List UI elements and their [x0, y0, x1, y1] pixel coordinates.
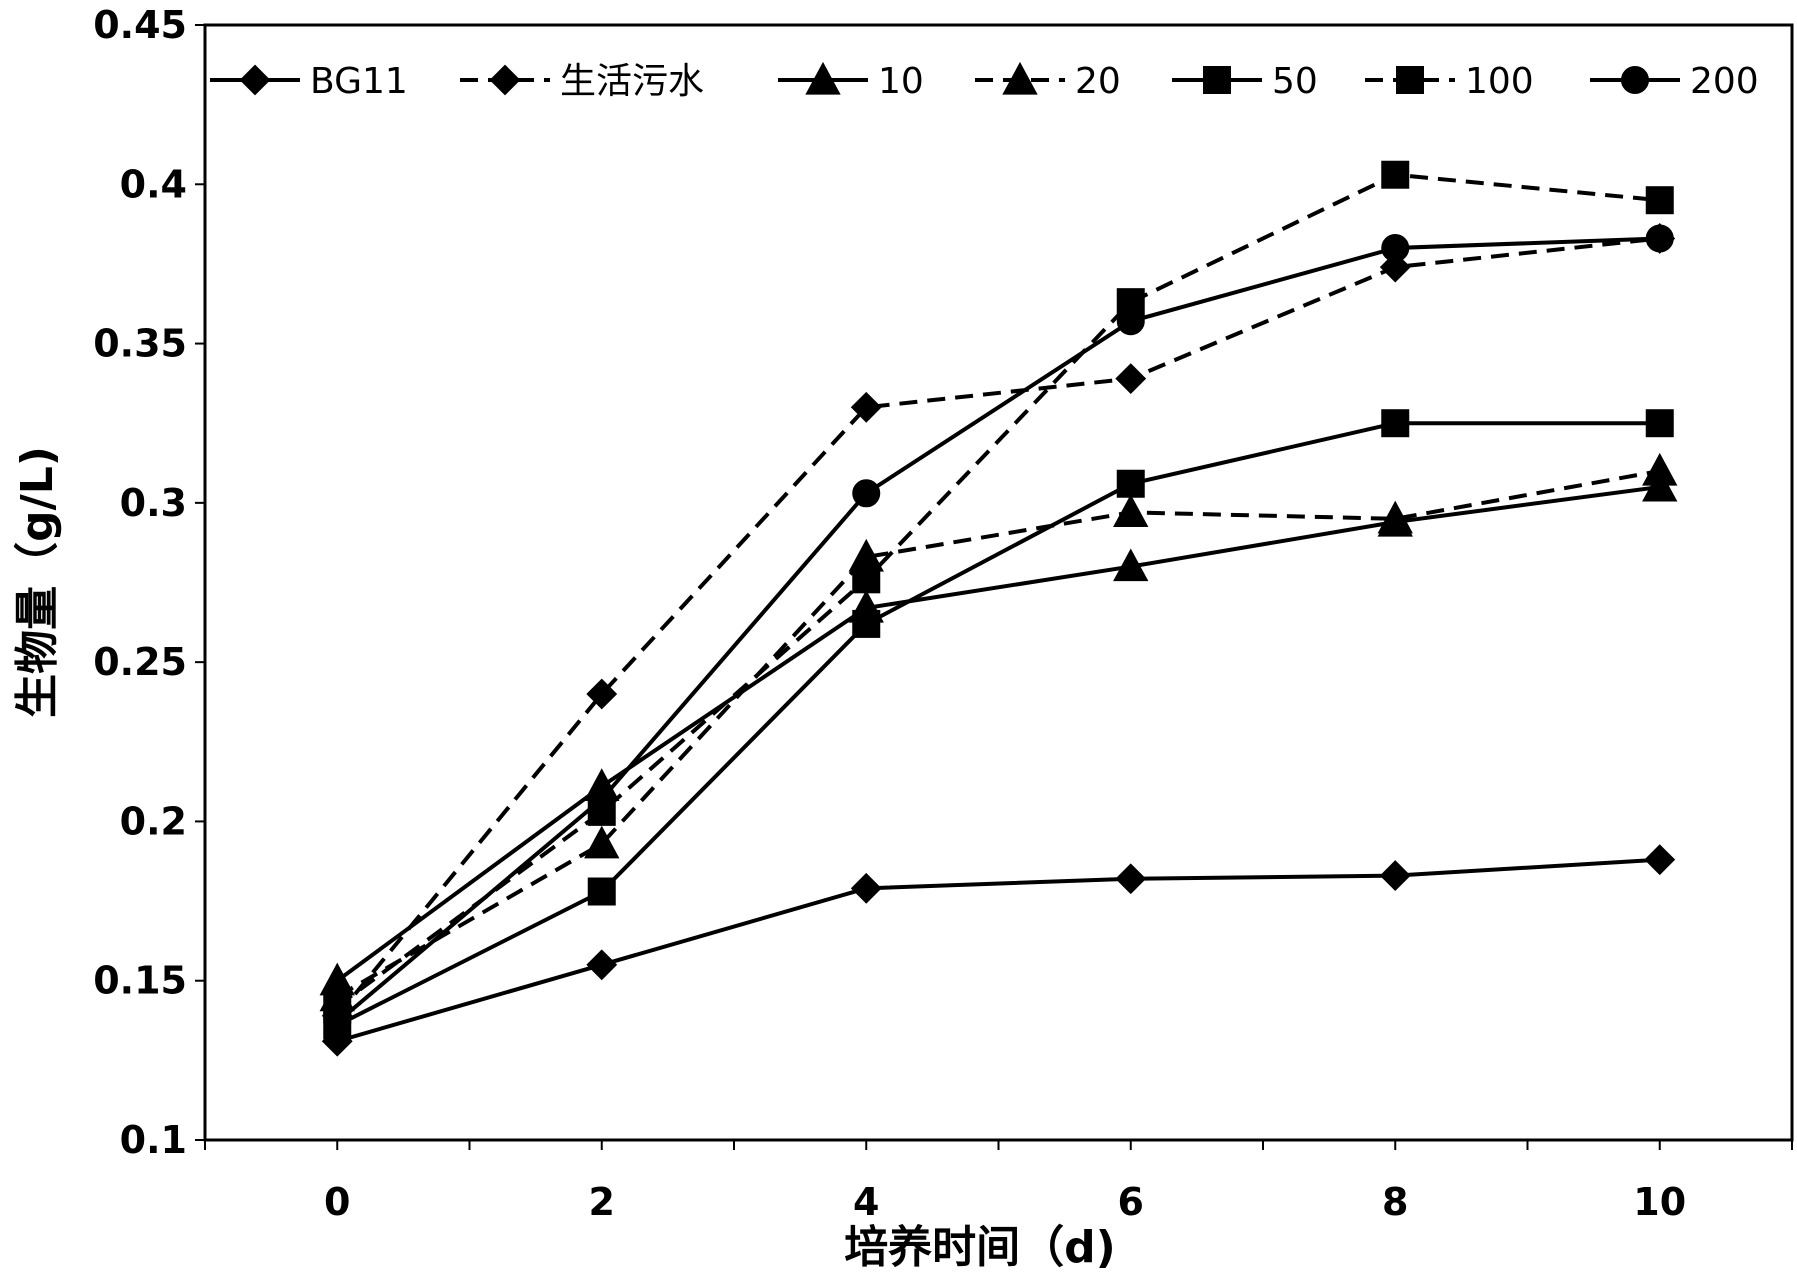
data-point [1644, 844, 1676, 876]
data-point [586, 949, 618, 981]
data-point [1642, 468, 1678, 502]
data-point [1645, 224, 1674, 253]
y-axis: 0.1 0.15 0.2 0.25 0.3 0.35 0.4 0.45 [93, 3, 205, 1162]
legend-marker [1621, 66, 1649, 94]
y-tick-label: 0.15 [93, 959, 187, 1003]
y-tick-label: 0.45 [93, 3, 187, 47]
x-tick-label: 0 [324, 1180, 350, 1224]
x-axis-title: 培养时间（d) [844, 1222, 1116, 1273]
data-point [1116, 469, 1145, 498]
legend-item: 50 [1172, 61, 1318, 102]
data-point [850, 872, 882, 904]
legend-label: 生活污水 [560, 61, 704, 102]
plot-area [203, 23, 1794, 1142]
y-tick-label: 0.2 [120, 799, 187, 843]
data-point [1645, 409, 1674, 438]
legend-marker [805, 61, 841, 95]
legend-label: 10 [878, 61, 924, 102]
data-point [1113, 548, 1149, 582]
legend-item: 100 [1365, 61, 1534, 102]
y-tick-label: 0.3 [120, 481, 187, 525]
legend-label: 200 [1690, 61, 1759, 102]
series-6 [323, 224, 1674, 1037]
x-axis: 0 2 4 6 8 10 [204, 1140, 1793, 1224]
x-tick-label: 10 [1633, 1180, 1686, 1224]
legend-item: 200 [1590, 61, 1759, 102]
data-point [852, 609, 881, 638]
legend-marker [1002, 61, 1038, 95]
data-point [587, 785, 616, 814]
series-line [336, 857, 1660, 1044]
data-point [852, 479, 881, 508]
data-point [1115, 363, 1147, 395]
y-tick-label: 0.25 [93, 640, 187, 684]
series-line [335, 236, 1660, 1018]
series-line [336, 484, 1661, 983]
data-point [1115, 863, 1147, 895]
series-line [336, 172, 1660, 1008]
legend-marker [1203, 66, 1231, 94]
legend-marker [1396, 66, 1424, 94]
x-tick-label: 6 [1118, 1180, 1144, 1224]
legend-label: 100 [1465, 61, 1534, 102]
x-tick-label: 8 [1382, 1180, 1408, 1224]
legend-item: 20 [975, 61, 1121, 102]
legend-marker [489, 64, 521, 96]
legend-item: 10 [778, 61, 924, 102]
data-point [1642, 452, 1678, 486]
series-line [336, 469, 1661, 999]
data-point [1381, 409, 1410, 438]
legend-item: BG11 [210, 61, 408, 102]
x-tick-label: 2 [589, 1180, 615, 1224]
data-point [850, 391, 882, 423]
legend: BG11 生活污水 10 20 50 100 200 [210, 61, 1759, 102]
data-point [1116, 307, 1145, 336]
data-point [852, 565, 881, 594]
series-5 [323, 160, 1674, 1021]
data-point [1645, 186, 1674, 215]
y-axis-title: 生物量（g/L) [12, 446, 63, 718]
series-0 [321, 844, 1676, 1057]
data-point [1377, 500, 1413, 534]
y-tick-label: 0.35 [93, 322, 187, 366]
series-line [336, 421, 1660, 1028]
data-point [1113, 494, 1149, 528]
data-point [323, 1008, 352, 1037]
legend-label: BG11 [310, 61, 408, 102]
y-tick-label: 0.4 [120, 162, 187, 206]
series-line [335, 236, 1660, 1024]
data-point [586, 678, 618, 710]
data-point [587, 877, 616, 906]
series-layer [319, 160, 1678, 1057]
legend-item: 生活污水 [460, 61, 704, 102]
legend-label: 50 [1272, 61, 1318, 102]
data-point [1381, 234, 1410, 262]
data-point [584, 825, 620, 859]
data-point [1379, 860, 1411, 891]
legend-label: 20 [1075, 61, 1121, 102]
x-tick-label: 4 [853, 1180, 879, 1224]
legend-marker [239, 64, 271, 96]
y-tick-label: 0.1 [120, 1118, 187, 1162]
data-point [1381, 160, 1410, 189]
